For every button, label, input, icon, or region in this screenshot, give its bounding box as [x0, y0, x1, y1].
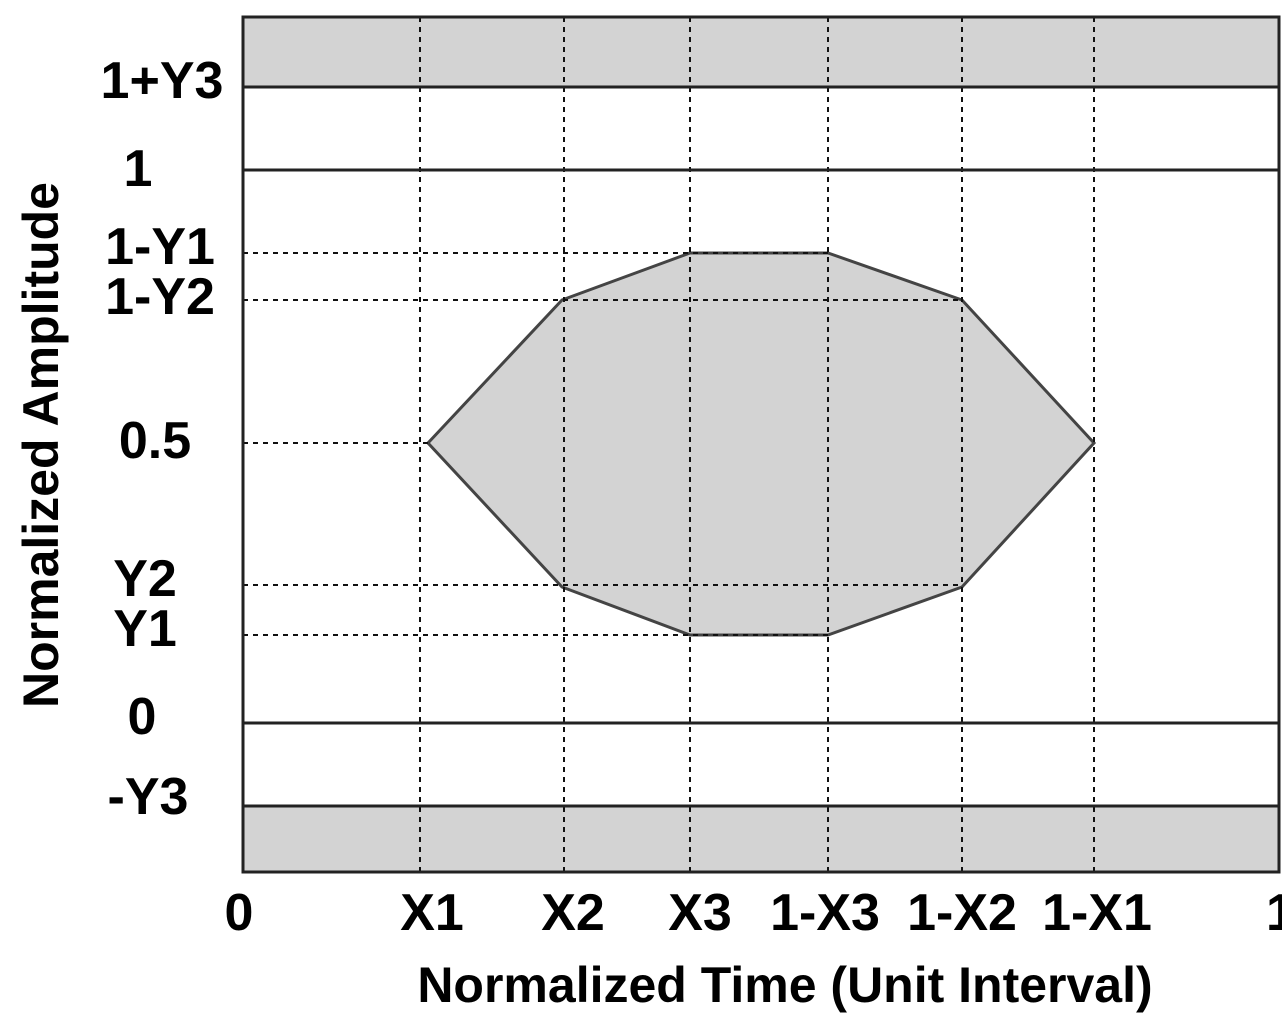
y-tick-label: 1: [124, 140, 153, 198]
eye-mask-polygon: [425, 251, 1097, 637]
x-tick-label: X1: [400, 884, 464, 942]
y-tick-label: -Y3: [108, 768, 189, 826]
x-tick-labels: 0 X1 X2 X3 1-X3 1-X2 1-X1 1: [225, 884, 1282, 942]
y-tick-label: Y2: [113, 550, 177, 608]
x-tick-label: 1-X1: [1042, 884, 1152, 942]
y-tick-label: 1-Y1: [105, 218, 215, 276]
y-tick-label: 0: [128, 688, 157, 746]
x-tick-label: 1-X2: [907, 884, 1017, 942]
horizontal-gridlines: [243, 252, 962, 636]
plot-frame: [241, 15, 1281, 874]
lower-mask-band: [243, 806, 1279, 872]
y-tick-label: Y1: [113, 600, 177, 658]
x-tick-label: 0: [225, 884, 254, 942]
upper-mask-band: [243, 17, 1279, 87]
y-tick-label: 0.5: [119, 412, 191, 470]
y-tick-label: 1-Y2: [105, 268, 215, 326]
vertical-gridlines: [419, 17, 1095, 872]
y-tick-labels: 1+Y3 1 1-Y1 1-Y2 0.5 Y2 Y1 0 -Y3: [101, 52, 224, 826]
x-tick-label: 1: [1266, 884, 1282, 942]
x-tick-label: 1-X3: [770, 884, 880, 942]
x-tick-label: X2: [541, 884, 605, 942]
y-tick-label: 1+Y3: [101, 52, 224, 110]
x-tick-label: X3: [668, 884, 732, 942]
x-axis-title: Normalized Time (Unit Interval): [417, 957, 1152, 1013]
level-lines: [243, 85, 1279, 808]
y-axis-title: Normalized Amplitude: [13, 182, 69, 708]
